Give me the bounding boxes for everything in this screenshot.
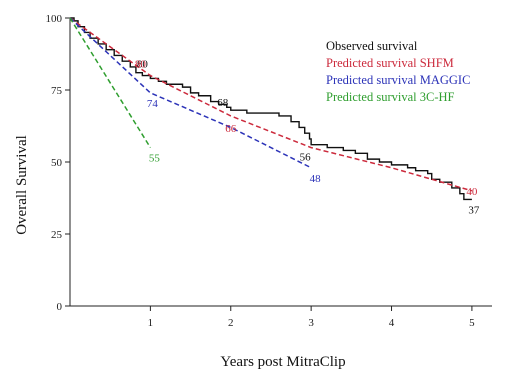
data-label: 40 [466, 186, 478, 198]
legend-entry-1: Observed survival [326, 39, 418, 53]
legend-entry-3: Predicted survival MAGGIC [326, 73, 470, 87]
data-label: 66 [225, 123, 237, 135]
data-label: 55 [149, 153, 161, 165]
data-label: 37 [468, 204, 480, 216]
y-tick-label: 100 [46, 13, 63, 25]
y-tick-label: 0 [57, 301, 63, 313]
x-tick-label: 5 [469, 317, 475, 329]
y-tick-label: 25 [51, 229, 63, 241]
data-label: 56 [300, 152, 312, 164]
y-tick-label: 75 [51, 85, 63, 97]
series-line-2 [69, 17, 473, 192]
y-axis-title: Overall Survival [14, 135, 30, 235]
x-tick-label: 2 [228, 317, 234, 329]
series-line-4 [69, 17, 152, 148]
x-axis-title: Years post MitraClip [220, 354, 345, 370]
legend: Observed survival Predicted survival SHFM… [326, 39, 470, 104]
x-axis-ticks: 1 2 3 4 5 [148, 306, 475, 329]
data-label: 68 [217, 97, 229, 109]
data-label: 80 [135, 59, 147, 71]
y-axis-ticks: 0 25 50 75 100 [46, 13, 70, 313]
legend-entry-2: Predicted survival SHFM [326, 56, 454, 70]
data-label: 48 [310, 173, 322, 185]
data-label: 80 [137, 59, 149, 71]
series-layer [69, 17, 473, 201]
x-tick-label: 1 [148, 317, 154, 329]
series-line-3 [69, 17, 312, 169]
legend-entry-4: Predicted survival 3C-HF [326, 90, 455, 104]
x-tick-label: 3 [308, 317, 314, 329]
y-tick-label: 50 [51, 157, 63, 169]
series-line-1 [70, 17, 472, 201]
data-label: 74 [147, 98, 159, 110]
x-tick-label: 4 [389, 317, 395, 329]
